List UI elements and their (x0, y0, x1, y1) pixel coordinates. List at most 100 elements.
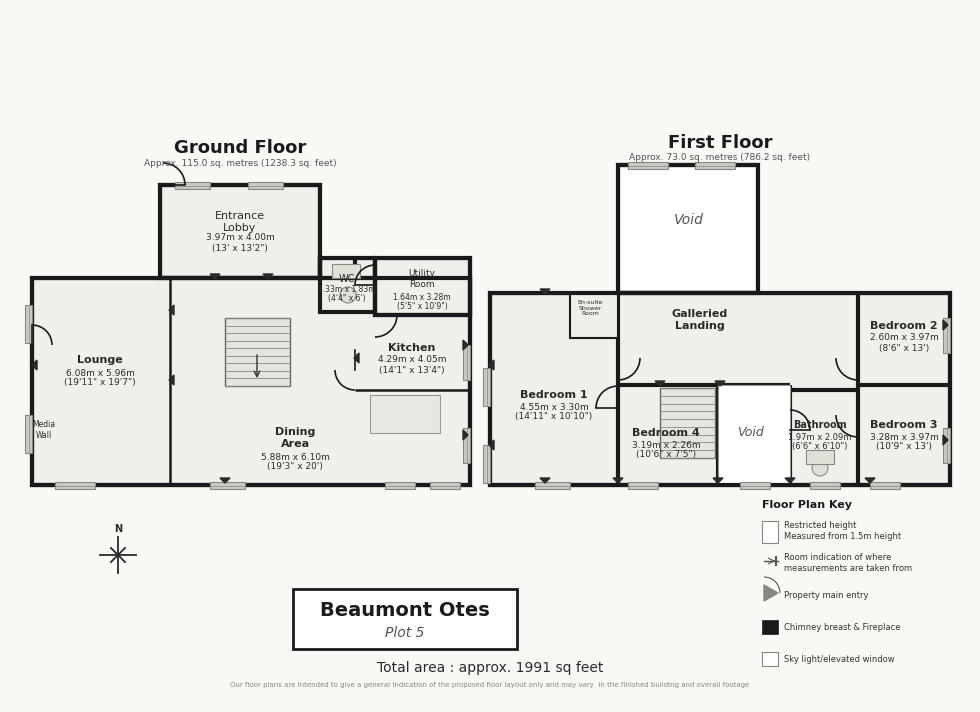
Polygon shape (540, 478, 550, 483)
Bar (810, 482, 840, 489)
Polygon shape (489, 360, 494, 370)
Text: 3.97m x 4.00m: 3.97m x 4.00m (206, 234, 274, 243)
Bar (762, 521, 778, 543)
Bar (225, 318, 290, 386)
Text: Galleried
Landing: Galleried Landing (672, 309, 728, 331)
Text: (13' x 13'2"): (13' x 13'2") (212, 244, 268, 253)
Bar (320, 258, 375, 312)
Bar (210, 482, 245, 489)
Text: 1.64m x 3.28m: 1.64m x 3.28m (393, 293, 451, 301)
Text: 1.33m x 1.83m: 1.33m x 1.83m (318, 286, 375, 295)
Bar (490, 293, 950, 485)
Text: N: N (114, 524, 122, 534)
Polygon shape (785, 478, 795, 483)
Text: Bedroom 1: Bedroom 1 (520, 390, 588, 400)
Text: First Floor: First Floor (667, 134, 772, 152)
Text: (14'1" x 13'4"): (14'1" x 13'4") (379, 365, 445, 375)
Text: Dining
Area: Dining Area (274, 427, 316, 449)
Text: Media
Wall: Media Wall (32, 420, 55, 440)
Text: 6.08m x 5.96m: 6.08m x 5.96m (66, 369, 134, 377)
Bar (430, 482, 460, 489)
Text: Bathroom: Bathroom (793, 420, 847, 430)
Text: 4.55m x 3.30m: 4.55m x 3.30m (519, 402, 588, 412)
Polygon shape (169, 305, 174, 315)
Bar (570, 293, 618, 338)
Text: (4'4" x 6'): (4'4" x 6') (328, 295, 366, 303)
Text: 2.60m x 3.97m: 2.60m x 3.97m (869, 333, 939, 342)
Bar (870, 482, 900, 489)
Text: En-suite
Shower
Room: En-suite Shower Room (577, 300, 603, 316)
Text: Plot 5: Plot 5 (385, 626, 424, 640)
Bar (385, 482, 415, 489)
Polygon shape (715, 381, 725, 386)
Bar (762, 652, 778, 666)
Polygon shape (943, 320, 948, 330)
Polygon shape (943, 435, 948, 445)
Polygon shape (540, 289, 550, 294)
Polygon shape (613, 478, 623, 483)
Text: (10'6" x 7'5"): (10'6" x 7'5") (636, 451, 696, 459)
Bar (762, 620, 778, 634)
Bar (32, 278, 470, 485)
Polygon shape (865, 478, 875, 483)
Text: Room indication of where
measurements are taken from: Room indication of where measurements ar… (784, 553, 912, 572)
Text: Restricted height
Measured from 1.5m height: Restricted height Measured from 1.5m hei… (784, 521, 902, 540)
Text: Approx. 73.0 sq. metres (786.2 sq. feet): Approx. 73.0 sq. metres (786.2 sq. feet) (629, 154, 810, 162)
Bar (490, 165, 618, 293)
Bar (32, 278, 470, 485)
Bar (25, 305, 32, 343)
Text: (19'11" x 19'7"): (19'11" x 19'7") (64, 379, 136, 387)
Bar (320, 185, 470, 258)
Bar (463, 345, 470, 380)
Text: 1.97m x 2.09m: 1.97m x 2.09m (788, 432, 852, 441)
Bar (483, 445, 490, 483)
Circle shape (340, 287, 356, 303)
Text: Sky light/elevated window: Sky light/elevated window (784, 654, 895, 664)
Text: Bedroom 4: Bedroom 4 (632, 428, 700, 438)
Text: (10'9" x 13'): (10'9" x 13') (876, 442, 932, 451)
Polygon shape (220, 478, 230, 483)
Bar (718, 385, 790, 485)
Bar (55, 482, 95, 489)
Polygon shape (463, 430, 468, 440)
Text: Void: Void (737, 426, 763, 439)
Polygon shape (489, 440, 494, 450)
Bar (628, 482, 658, 489)
Bar (320, 258, 375, 312)
Bar (628, 162, 668, 169)
Text: Void: Void (674, 213, 704, 227)
Text: 4.29m x 4.05m: 4.29m x 4.05m (377, 355, 446, 365)
Bar (806, 450, 834, 464)
Bar (943, 318, 950, 353)
Circle shape (812, 460, 828, 476)
Polygon shape (210, 274, 220, 279)
Bar (660, 388, 715, 458)
Text: 3.28m x 3.97m: 3.28m x 3.97m (869, 432, 939, 441)
Polygon shape (713, 478, 723, 483)
Text: Kitchen: Kitchen (388, 343, 436, 353)
Bar (618, 165, 758, 293)
Polygon shape (169, 375, 174, 385)
Bar (483, 368, 490, 406)
Text: Approx. 115.0 sq. metres (1238.3 sq. feet): Approx. 115.0 sq. metres (1238.3 sq. fee… (144, 159, 336, 167)
Bar (175, 182, 210, 189)
Text: (8'6" x 13'): (8'6" x 13') (879, 343, 929, 352)
Bar (695, 162, 735, 169)
Bar (25, 415, 32, 453)
Text: 5.88m x 6.10m: 5.88m x 6.10m (261, 453, 329, 461)
Text: Beaumont Otes: Beaumont Otes (320, 602, 490, 620)
Text: Utility
Room: Utility Room (409, 269, 435, 288)
Bar (490, 293, 950, 485)
Text: Total area : approx. 1991 sq feet: Total area : approx. 1991 sq feet (377, 661, 603, 675)
Text: Entrance
Lobby: Entrance Lobby (215, 211, 265, 233)
Text: Bedroom 2: Bedroom 2 (870, 321, 938, 331)
Polygon shape (263, 274, 273, 279)
Polygon shape (32, 360, 37, 370)
Text: WC: WC (339, 274, 355, 284)
Bar (370, 395, 440, 433)
Text: (14'11" x 10'10"): (14'11" x 10'10") (515, 412, 593, 422)
Text: Bedroom 3: Bedroom 3 (870, 420, 938, 430)
Text: (5'5" x 10'9"): (5'5" x 10'9") (397, 301, 448, 310)
Text: 3.19m x 2.26m: 3.19m x 2.26m (632, 441, 701, 449)
Bar (375, 258, 470, 315)
